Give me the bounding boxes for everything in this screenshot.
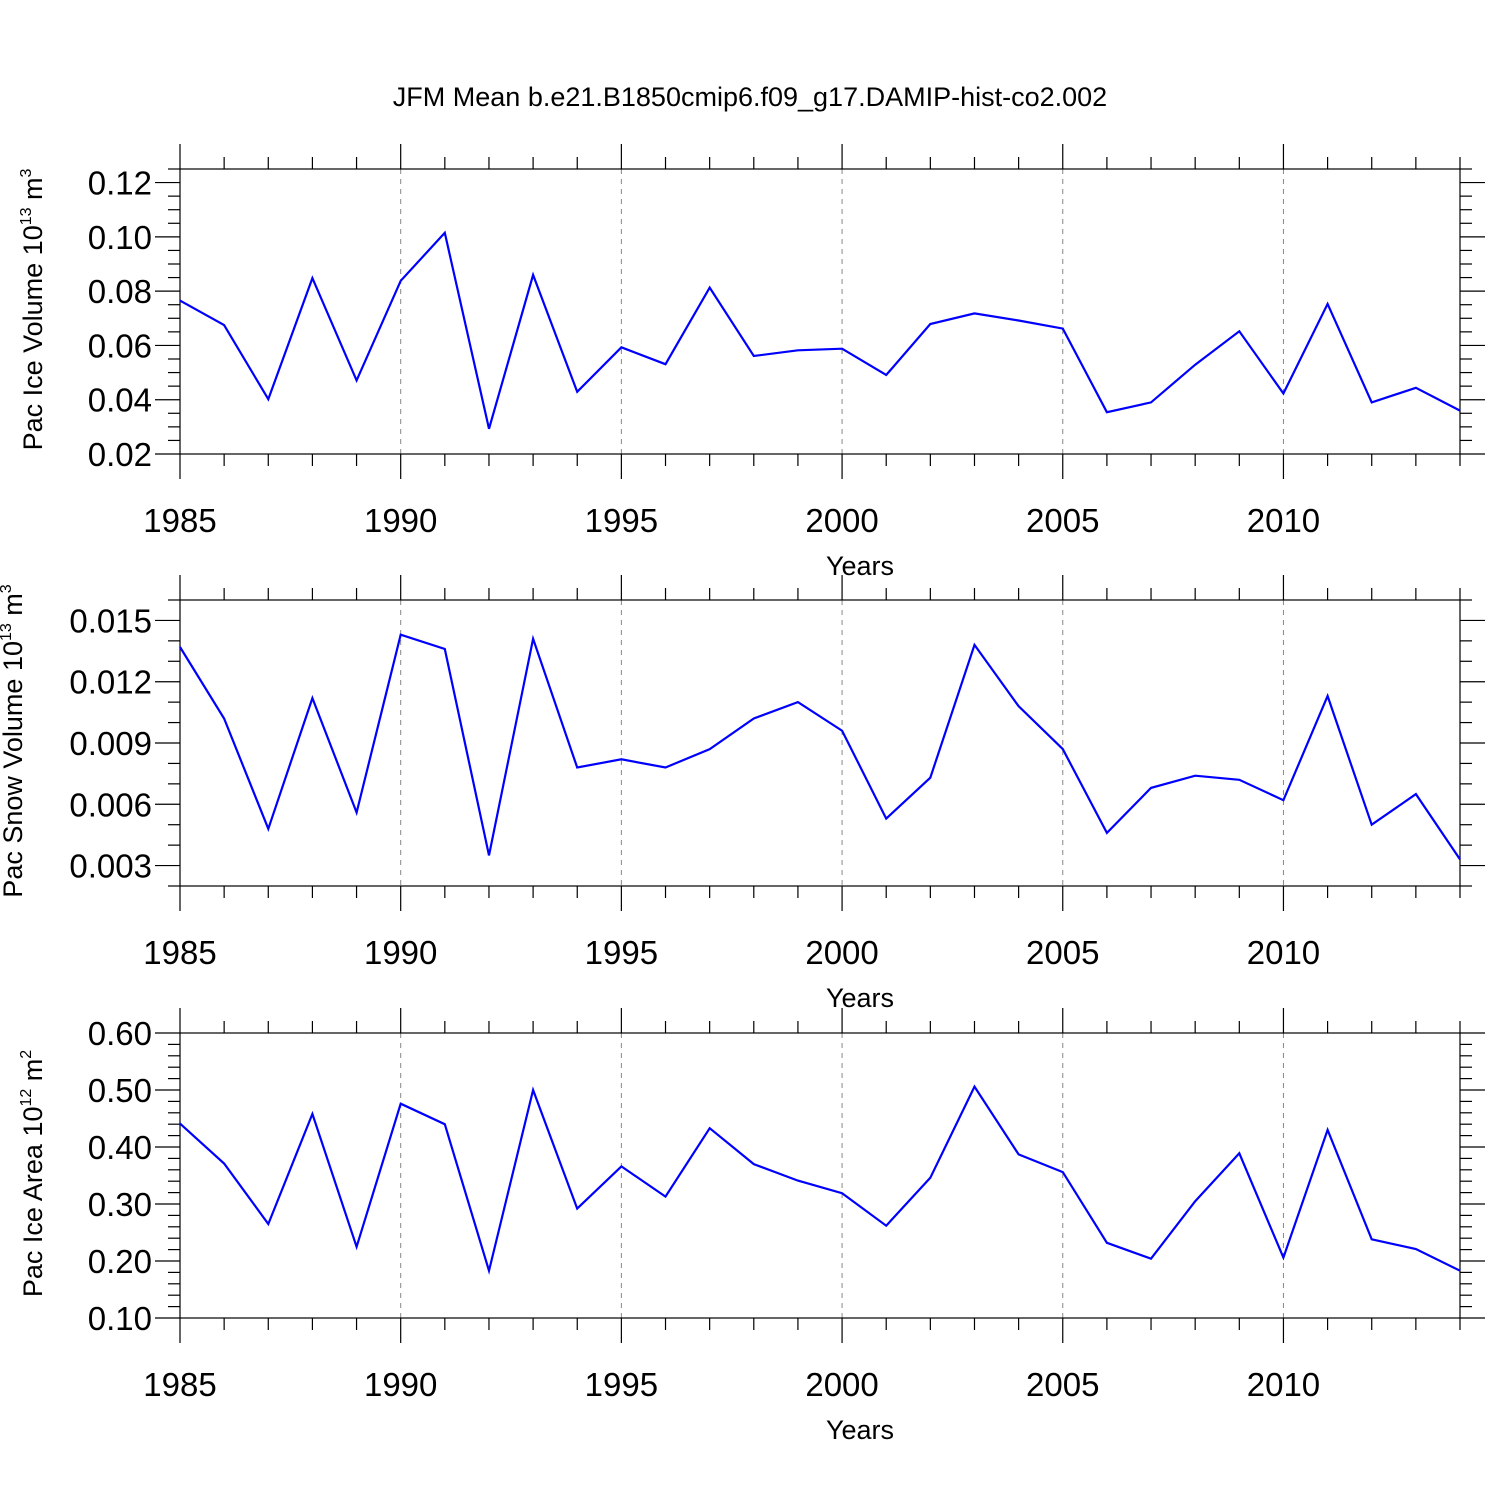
- y-tick-label: 0.012: [69, 664, 152, 701]
- x-tick-label: 2005: [1026, 934, 1099, 971]
- y-axis-title-main: Pac Ice Area 10: [18, 1107, 48, 1298]
- y-tick-label: 0.015: [69, 602, 152, 639]
- grid-snow-volume: [400, 600, 1284, 886]
- x-tick-label: 1985: [143, 1366, 216, 1403]
- x-tick-label: 1995: [585, 502, 658, 539]
- y-tick-labels-snow-volume: 0.003 0.006 0.009 0.012 0.015: [69, 602, 152, 884]
- panel-ice-volume: 1985 1990 1995 2000 2005 2010 0.020.040.060.0…: [18, 144, 1485, 581]
- y-tick-label: 0.02: [88, 436, 152, 473]
- x-axis-title-ice-area: Years: [826, 1415, 894, 1445]
- y-axis-title-main: Pac Ice Volume 10: [18, 225, 48, 450]
- y-axis-title-unit-exponent: 3: [18, 168, 35, 177]
- y-axis-title-exponent: 12: [18, 1089, 35, 1107]
- grid-ice-volume: [400, 169, 1284, 454]
- y-tick-label: 0.12: [88, 165, 152, 202]
- y-tick-label: 0.04: [88, 382, 152, 419]
- y-tick-label: 0.003: [69, 848, 152, 885]
- x-axis-title-snow-volume: Years: [826, 983, 894, 1013]
- plot-frame-snow-volume: [179, 599, 1461, 887]
- x-tick-label: 2010: [1247, 502, 1320, 539]
- grid-ice-area: [400, 1033, 1284, 1318]
- ticks-snow-volume: [155, 575, 1485, 911]
- y-axis-title-ice-area: Pac Ice Area 1012 m2: [18, 1050, 48, 1297]
- y-tick-label: 0.06: [88, 327, 152, 364]
- ticks-ice-area: [155, 1008, 1485, 1343]
- x-tick-labels-snow-volume: 1985 1990 1995 2000 2005 2010: [143, 934, 1320, 971]
- x-tick-label: 2000: [805, 934, 878, 971]
- y-axis-title-unit-exponent: 3: [0, 584, 15, 593]
- series-line-ice-volume: [179, 230, 1461, 430]
- figure-title: JFM Mean b.e21.B1850cmip6.f09_g17.DAMIP-…: [393, 82, 1107, 112]
- y-tick-labels-ice-volume: 0.02 0.04 0.06 0.08 0.10 0.12: [88, 165, 152, 473]
- x-tick-label: 1995: [585, 1366, 658, 1403]
- y-tick-label: 0.10: [88, 1300, 152, 1337]
- x-tick-label: 2010: [1247, 1366, 1320, 1403]
- y-axis-title-unit: m: [18, 177, 48, 207]
- y-axis-title-ice-volume: Pac Ice Volume 1013 m3: [18, 168, 48, 450]
- y-tick-label: 0.30: [88, 1186, 152, 1223]
- panel-snow-volume: 1985 1990 1995 2000 2005 2010 0.003 0.006 0.009…: [0, 575, 1485, 1013]
- x-tick-label: 1990: [364, 934, 437, 971]
- x-tick-label: 2010: [1247, 934, 1320, 971]
- y-tick-labels-ice-area: 0.10 0.20 0.30 0.40 0.50 0.60: [88, 1015, 152, 1337]
- y-axis-title-main: Pac Snow Volume 10: [0, 641, 28, 898]
- x-tick-label: 2000: [805, 502, 878, 539]
- y-tick-label: 0.08: [88, 273, 152, 310]
- y-tick-label: 0.009: [69, 725, 152, 762]
- x-tick-label: 2005: [1026, 502, 1099, 539]
- y-axis-title-snow-volume: Pac Snow Volume 1013 m3: [0, 584, 28, 897]
- y-axis-title-exponent: 13: [0, 623, 15, 641]
- y-tick-label: 0.006: [69, 786, 152, 823]
- plot-frame-ice-volume: [179, 168, 1461, 455]
- y-axis-title-unit: m: [0, 593, 28, 623]
- x-tick-labels-ice-area: 1985 1990 1995 2000 2005 2010: [143, 1366, 1320, 1403]
- x-tick-labels-ice-volume: 1985 1990 1995 2000 2005 2010: [143, 502, 1320, 539]
- x-tick-label: 1995: [585, 934, 658, 971]
- y-tick-label: 0.50: [88, 1072, 152, 1109]
- plot-frame-ice-area: [179, 1032, 1461, 1319]
- y-tick-label: 0.40: [88, 1129, 152, 1166]
- y-axis-title-unit: m: [18, 1059, 48, 1089]
- x-tick-label: 1990: [364, 1366, 437, 1403]
- y-tick-label: 0.60: [88, 1015, 152, 1052]
- x-tick-label: 1985: [143, 502, 216, 539]
- x-axis-title-ice-volume: Years: [826, 551, 894, 581]
- y-tick-label: 0.20: [88, 1243, 152, 1280]
- panel-ice-area: 1985 1990 1995 2000 2005 2010 0.10 0.20 0.30 0.4…: [18, 1008, 1485, 1445]
- series-line-snow-volume: [179, 633, 1461, 861]
- ticks-ice-volume: [155, 144, 1485, 479]
- y-axis-title-exponent: 13: [18, 207, 35, 225]
- x-tick-label: 2005: [1026, 1366, 1099, 1403]
- y-axis-title-unit-exponent: 2: [18, 1050, 35, 1059]
- x-tick-label: 2000: [805, 1366, 878, 1403]
- y-tick-label: 0.10: [88, 219, 152, 256]
- series-line-ice-area: [179, 1084, 1461, 1275]
- x-tick-label: 1985: [143, 934, 216, 971]
- x-tick-label: 1990: [364, 502, 437, 539]
